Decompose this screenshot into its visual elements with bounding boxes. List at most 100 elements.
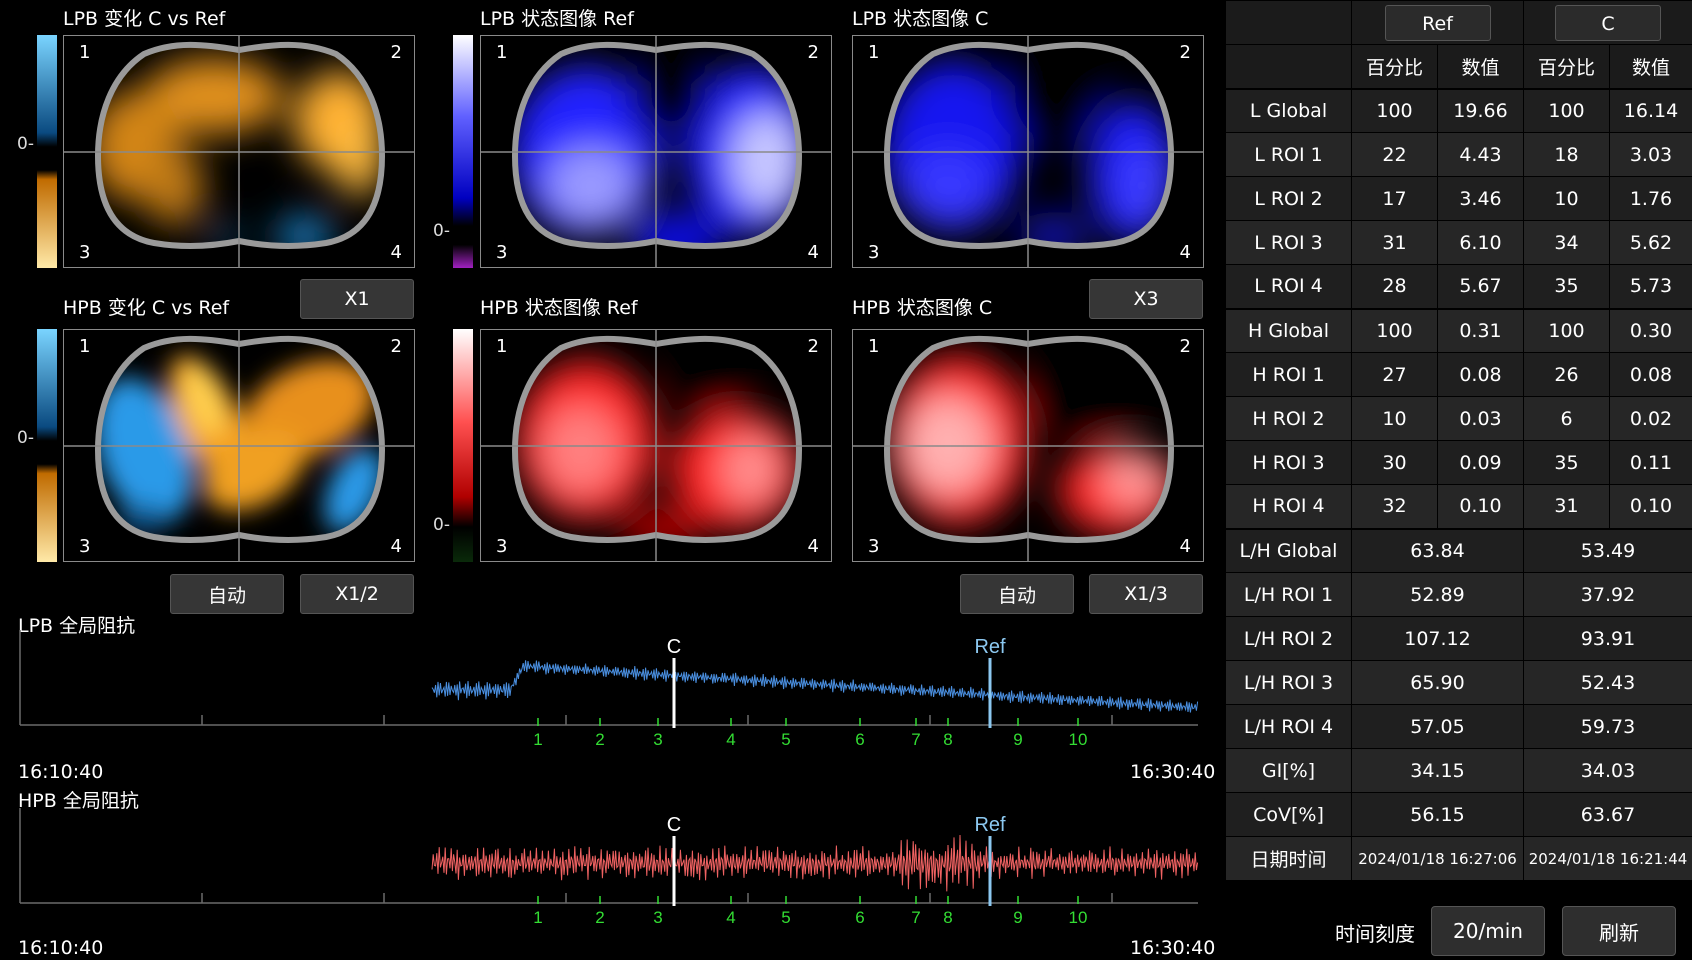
lpb-wave-title: LPB 全局阻抗 xyxy=(18,615,136,637)
scale-x1-3-button[interactable]: X1/3 xyxy=(1089,574,1203,614)
scale-x1-button[interactable]: X1 xyxy=(300,279,414,319)
table-row: L ROI 3 31 6.10 34 5.62 xyxy=(1225,220,1692,265)
breath-number: 8 xyxy=(943,908,952,927)
table-row: H Global 100 0.31 100 0.30 xyxy=(1225,307,1692,353)
quadrant-2: 2 xyxy=(390,42,402,63)
row-label: L/H ROI 3 xyxy=(1225,660,1352,705)
breath-number: 5 xyxy=(781,908,790,927)
table-cell: 0.31 xyxy=(1437,307,1524,353)
quadrant-4: 4 xyxy=(807,536,819,557)
table-cell: 0.02 xyxy=(1609,396,1692,441)
table-row: CoV[%] 56.15 63.67 xyxy=(1225,792,1692,837)
zero-label: 0- xyxy=(17,428,34,448)
table-cell: 53.49 xyxy=(1523,527,1692,573)
table-cell: 56.15 xyxy=(1351,792,1524,837)
lpb-change-title: LPB 变化 C vs Ref xyxy=(63,8,226,30)
quadrant-2: 2 xyxy=(390,336,402,357)
lpb-wave-line xyxy=(431,660,1199,713)
breath-number: 7 xyxy=(911,730,920,749)
table-cell: 27 xyxy=(1351,352,1438,397)
lpb-global-impedance-plot[interactable]: C Ref 1 2 3 4 5 6 7 8 9 10 xyxy=(18,630,1206,755)
quadrant-2: 2 xyxy=(1179,336,1191,357)
table-cell: 0.30 xyxy=(1609,307,1692,353)
hpb-global-impedance-plot[interactable]: C Ref 1 2 3 4 5 6 7 8 9 10 xyxy=(18,808,1206,933)
table-row: L/H ROI 1 52.89 37.92 xyxy=(1225,572,1692,617)
table-row: 日期时间 2024/01/18 16:27:06 2024/01/18 16:21:… xyxy=(1225,836,1692,881)
table-cell: 34 xyxy=(1523,220,1610,265)
auto-scale-left-button[interactable]: 自动 xyxy=(170,574,284,614)
table-cell: 31 xyxy=(1351,220,1438,265)
quadrant-1: 1 xyxy=(79,42,91,63)
table-row: L Global 100 19.66 100 16.14 xyxy=(1225,87,1692,133)
table-cell: 31 xyxy=(1523,484,1610,529)
table-cell: 5.62 xyxy=(1609,220,1692,265)
row-label: L Global xyxy=(1225,87,1352,133)
corner-cell xyxy=(1225,44,1352,89)
table-row: L/H ROI 3 65.90 52.43 xyxy=(1225,660,1692,705)
breath-number: 4 xyxy=(726,908,735,927)
quadrant-1: 1 xyxy=(868,336,880,357)
hpb-change-title: HPB 变化 C vs Ref xyxy=(63,297,230,319)
scale-x1-2-button[interactable]: X1/2 xyxy=(300,574,414,614)
table-cell: 57.05 xyxy=(1351,704,1524,749)
table-cell: 0.11 xyxy=(1609,440,1692,485)
table-cell: 35 xyxy=(1523,440,1610,485)
hpb-start-time: 16:10:40 xyxy=(18,937,104,959)
table-cell: 3.03 xyxy=(1609,132,1692,177)
hpb-change-image: 1 2 3 4 xyxy=(63,329,415,562)
breath-number: 8 xyxy=(943,730,952,749)
c-column-header: C xyxy=(1523,0,1692,45)
table-cell: 2024/01/18 16:21:44 xyxy=(1523,836,1692,881)
quadrant-3: 3 xyxy=(496,242,508,263)
breath-number: 1 xyxy=(533,908,542,927)
row-label: L/H ROI 1 xyxy=(1225,572,1352,617)
row-label: H ROI 3 xyxy=(1225,440,1352,485)
table-cell: 16.14 xyxy=(1609,87,1692,133)
blue-colorbar xyxy=(453,35,473,268)
table-cell: 18 xyxy=(1523,132,1610,177)
hpb-wave-title: HPB 全局阻抗 xyxy=(18,790,139,812)
corner-cell xyxy=(1225,0,1352,45)
table-cell: 100 xyxy=(1351,307,1438,353)
hpb-c-title: HPB 状态图像 C xyxy=(852,297,993,319)
table-cell: 34.15 xyxy=(1351,748,1524,793)
table-row: H ROI 1 27 0.08 26 0.08 xyxy=(1225,352,1692,397)
row-label: H ROI 1 xyxy=(1225,352,1352,397)
row-label: L/H Global xyxy=(1225,527,1352,573)
refresh-button[interactable]: 刷新 xyxy=(1562,906,1676,956)
c-header-button[interactable]: C xyxy=(1555,4,1661,41)
table-cell: 35 xyxy=(1523,264,1610,309)
quadrant-3: 3 xyxy=(868,242,880,263)
quadrant-2: 2 xyxy=(807,42,819,63)
lpb-c-title: LPB 状态图像 C xyxy=(852,8,989,30)
table-cell: 63.84 xyxy=(1351,527,1524,573)
change-colorbar xyxy=(37,329,57,562)
time-scale-label: 时间刻度 xyxy=(1335,922,1415,946)
quadrant-4: 4 xyxy=(390,242,402,263)
table-cell: 6 xyxy=(1523,396,1610,441)
breath-number: 9 xyxy=(1013,908,1022,927)
table-row: L ROI 2 17 3.46 10 1.76 xyxy=(1225,176,1692,221)
breath-number: 6 xyxy=(855,908,864,927)
scale-x3-button[interactable]: X3 xyxy=(1089,279,1203,319)
table-row: H ROI 2 10 0.03 6 0.02 xyxy=(1225,396,1692,441)
ref-header-button[interactable]: Ref xyxy=(1384,4,1491,41)
lpb-c-marker-label: C xyxy=(667,636,681,658)
quadrant-1: 1 xyxy=(79,336,91,357)
lpb-change-image: 1 2 3 4 xyxy=(63,35,415,268)
row-label: H ROI 2 xyxy=(1225,396,1352,441)
lpb-ref-title: LPB 状态图像 Ref xyxy=(480,8,634,30)
row-label: L ROI 4 xyxy=(1225,264,1352,309)
breath-number: 3 xyxy=(653,730,662,749)
quadrant-3: 3 xyxy=(79,242,91,263)
table-cell: 3.46 xyxy=(1437,176,1524,221)
table-cell: 107.12 xyxy=(1351,616,1524,661)
row-label: CoV[%] xyxy=(1225,792,1352,837)
table-cell: 6.10 xyxy=(1437,220,1524,265)
table-row: H ROI 4 32 0.10 31 0.10 xyxy=(1225,484,1692,529)
quadrant-3: 3 xyxy=(496,536,508,557)
time-scale-button[interactable]: 20/min xyxy=(1431,906,1545,956)
auto-scale-right-button[interactable]: 自动 xyxy=(960,574,1074,614)
table-row: L ROI 4 28 5.67 35 5.73 xyxy=(1225,264,1692,309)
table-cell: 22 xyxy=(1351,132,1438,177)
